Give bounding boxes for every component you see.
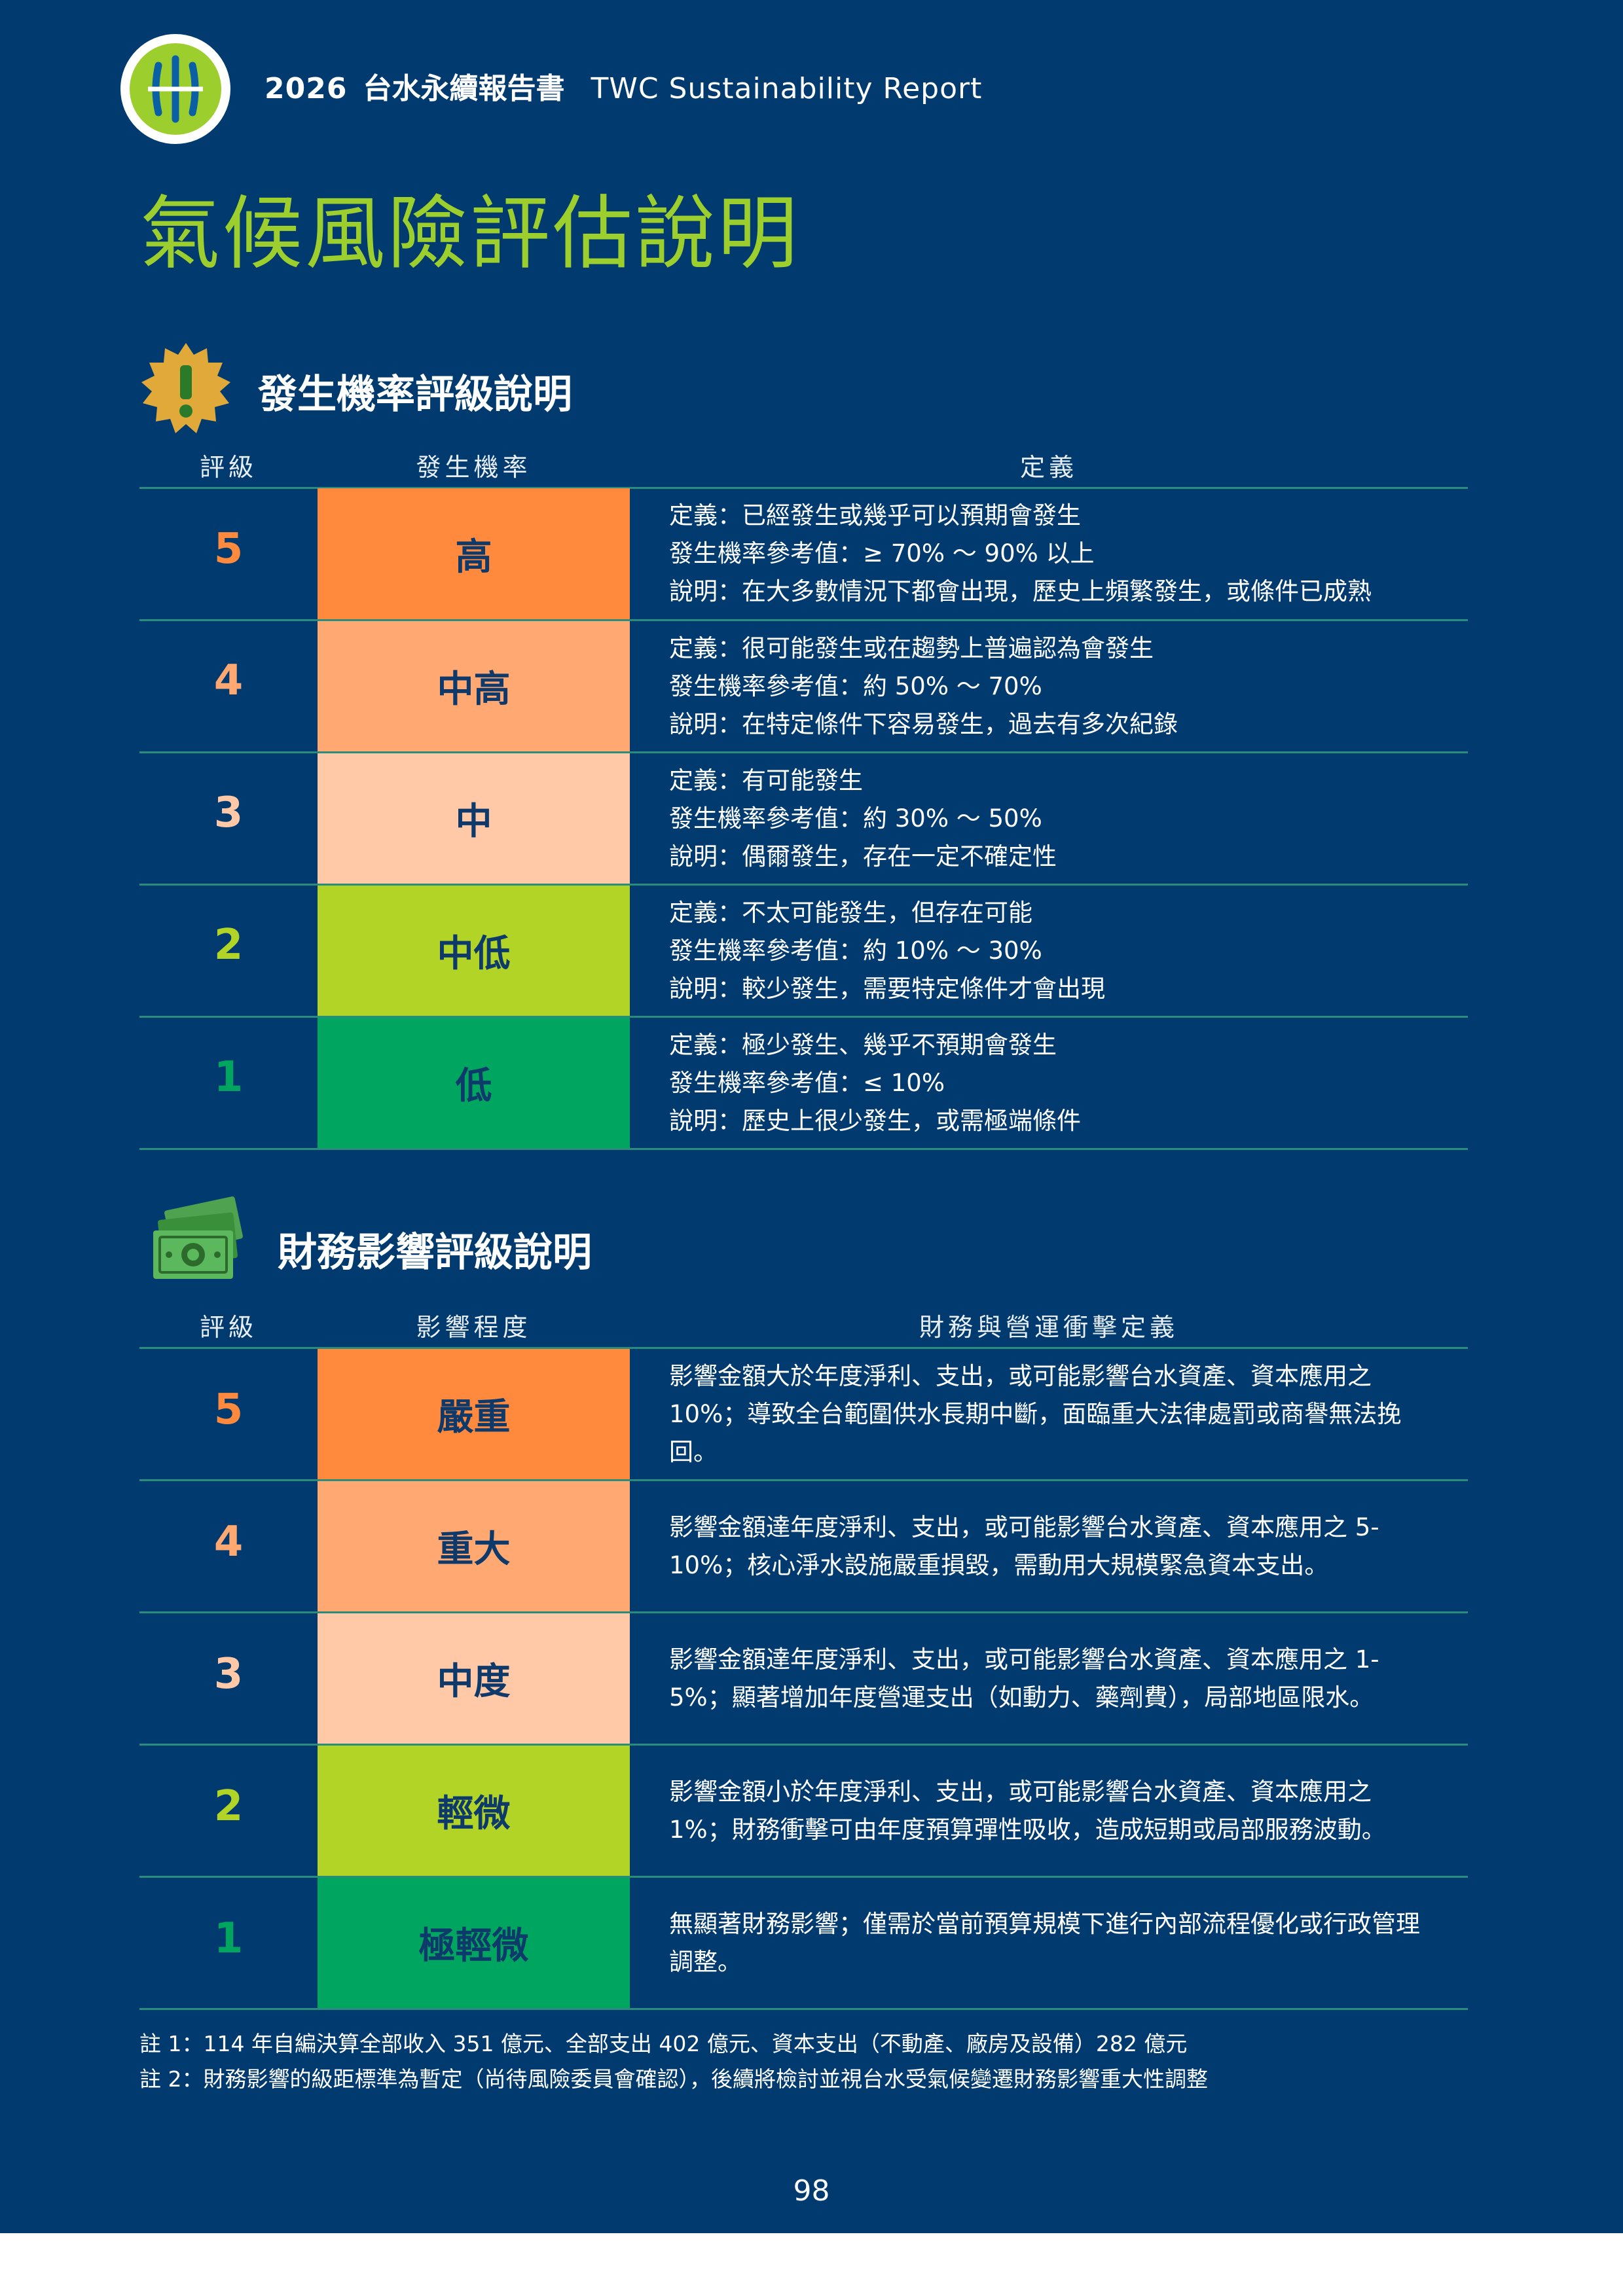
grade-number: 5 <box>213 525 244 573</box>
definition-cell: 定義：已經發生或幾乎可以預期會發生 發生機率參考值：≥ 70% ～ 90% 以上… <box>669 488 1455 619</box>
probability-col-level: 發生機率 <box>416 453 532 482</box>
level-cell: 中高 <box>318 621 630 751</box>
probability-col-definition: 定義 <box>1019 453 1078 482</box>
impact-definition: 影響金額達年度淨利、支出，或可能影響台水資產、資本應用之 1-5%；顯著增加年度… <box>669 1645 1379 1712</box>
level-cell: 中低 <box>318 886 630 1016</box>
impact-definition: 影響金額小於年度淨利、支出，或可能影響台水資產、資本應用之 1%；財務衝擊可由年… <box>669 1777 1386 1844</box>
page-title: 氣候風險評估說明 <box>140 187 800 280</box>
grade-number: 5 <box>213 1386 244 1434</box>
grade-number: 4 <box>213 656 244 705</box>
probability-reference-line: 發生機率參考值：約 50% ～ 70% <box>669 672 1042 700</box>
table-divider <box>139 1016 1468 1018</box>
financial-col-level: 影響程度 <box>416 1313 532 1342</box>
probability-col-grade: 評級 <box>199 453 257 482</box>
definition-cell: 影響金額達年度淨利、支出，或可能影響台水資產、資本應用之 5-10%；核心淨水設… <box>669 1481 1442 1611</box>
explanation-line: 說明：偶爾發生，存在一定不確定性 <box>669 842 1057 870</box>
report-year: 2026 <box>264 72 348 105</box>
level-cell: 中度 <box>318 1613 630 1744</box>
impact-definition: 影響金額大於年度淨利、支出，或可能影響台水資產、資本應用之 10%；導致全台範圍… <box>669 1361 1402 1466</box>
financial-section-title: 財務影響評級說明 <box>278 1230 592 1276</box>
grade-number: 1 <box>213 1914 244 1963</box>
level-cell: 中 <box>318 753 630 884</box>
definition-cell: 無顯著財務影響；僅需於當前預算規模下進行內部流程優化或行政管理調整。 <box>669 1878 1442 2008</box>
footnote-1: 註 1：114 年自編決算全部收入 351 億元、全部支出 402 億元、資本支… <box>139 2031 1188 2056</box>
explanation-line: 說明：在特定條件下容易發生，過去有多次紀錄 <box>669 709 1178 738</box>
explanation-line: 說明：歷史上很少發生，或需極端條件 <box>669 1106 1081 1135</box>
definition-line: 定義：有可能發生 <box>669 766 863 795</box>
level-cell: 嚴重 <box>318 1349 630 1479</box>
probability-reference-line: 發生機率參考值：≥ 70% ～ 90% 以上 <box>669 539 1095 567</box>
probability-reference-line: 發生機率參考值：約 10% ～ 30% <box>669 936 1042 965</box>
level-cell: 低 <box>318 1018 630 1148</box>
table-divider <box>139 1876 1468 1878</box>
explanation-line: 說明：在大多數情況下都會出現，歷史上頻繁發生，或條件已成熟 <box>669 577 1372 605</box>
financial-col-definition: 財務與營運衝擊定義 <box>919 1313 1178 1342</box>
level-cell: 極輕微 <box>318 1878 630 2008</box>
warning-burst-icon <box>141 343 230 433</box>
twc-logo <box>120 34 230 144</box>
report-title-zh: 台水永續報告書 <box>363 72 565 105</box>
money-bills-icon <box>153 1196 243 1279</box>
definition-line: 定義：不太可能發生，但存在可能 <box>669 898 1032 927</box>
table-divider <box>139 1148 1468 1150</box>
definition-cell: 定義：不太可能發生，但存在可能 發生機率參考值：約 10% ～ 30% 說明：較… <box>669 886 1455 1016</box>
explanation-line: 說明：較少發生，需要特定條件才會出現 <box>669 974 1105 1003</box>
definition-cell: 定義：很可能發生或在趨勢上普遍認為會發生 發生機率參考值：約 50% ～ 70%… <box>669 621 1455 751</box>
report-header: 2026 台水永續報告書 TWC Sustainability Report <box>264 69 982 109</box>
definition-cell: 定義：有可能發生 發生機率參考值：約 30% ～ 50% 說明：偶爾發生，存在一… <box>669 753 1455 884</box>
grade-number: 1 <box>213 1053 244 1102</box>
definition-cell: 影響金額大於年度淨利、支出，或可能影響台水資產、資本應用之 10%；導致全台範圍… <box>669 1349 1442 1479</box>
report-title-en: TWC Sustainability Report <box>591 72 983 105</box>
impact-definition: 無顯著財務影響；僅需於當前預算規模下進行內部流程優化或行政管理調整。 <box>669 1909 1420 1976</box>
probability-section-title: 發生機率評級說明 <box>258 372 572 418</box>
level-cell: 輕微 <box>318 1746 630 1876</box>
financial-col-grade: 評級 <box>199 1313 257 1342</box>
definition-line: 定義：已經發生或幾乎可以預期會發生 <box>669 501 1081 529</box>
bottom-margin <box>0 2233 1623 2296</box>
definition-cell: 定義：極少發生、幾乎不預期會發生 發生機率參考值：≤ 10% 說明：歷史上很少發… <box>669 1018 1455 1148</box>
impact-definition: 影響金額達年度淨利、支出，或可能影響台水資產、資本應用之 5-10%；核心淨水設… <box>669 1513 1379 1579</box>
probability-reference-line: 發生機率參考值：約 30% ～ 50% <box>669 804 1042 833</box>
page-number: 98 <box>793 2174 830 2208</box>
table-divider <box>139 884 1468 886</box>
definition-cell: 影響金額小於年度淨利、支出，或可能影響台水資產、資本應用之 1%；財務衝擊可由年… <box>669 1746 1442 1876</box>
grade-number: 3 <box>213 789 244 837</box>
table-divider <box>139 1744 1468 1746</box>
definition-line: 定義：很可能發生或在趨勢上普遍認為會發生 <box>669 634 1154 662</box>
table-divider <box>139 1479 1468 1481</box>
level-cell: 高 <box>318 488 630 619</box>
table-divider <box>139 1611 1468 1613</box>
grade-number: 3 <box>213 1650 244 1698</box>
definition-line: 定義：極少發生、幾乎不預期會發生 <box>669 1030 1057 1059</box>
definition-cell: 影響金額達年度淨利、支出，或可能影響台水資產、資本應用之 1-5%；顯著增加年度… <box>669 1613 1442 1744</box>
footnote-2: 註 2：財務影響的級距標準為暫定（尚待風險委員會確認），後續將檢討並視台水受氣候… <box>139 2066 1208 2092</box>
grade-number: 2 <box>213 1782 244 1831</box>
grade-number: 4 <box>213 1518 244 1566</box>
level-cell: 重大 <box>318 1481 630 1611</box>
probability-reference-line: 發生機率參考值：≤ 10% <box>669 1068 945 1097</box>
grade-number: 2 <box>213 921 244 969</box>
table-divider <box>139 751 1468 753</box>
table-divider <box>139 1347 1468 1349</box>
table-divider <box>139 2008 1468 2010</box>
table-divider <box>139 619 1468 621</box>
table-divider <box>139 487 1468 489</box>
